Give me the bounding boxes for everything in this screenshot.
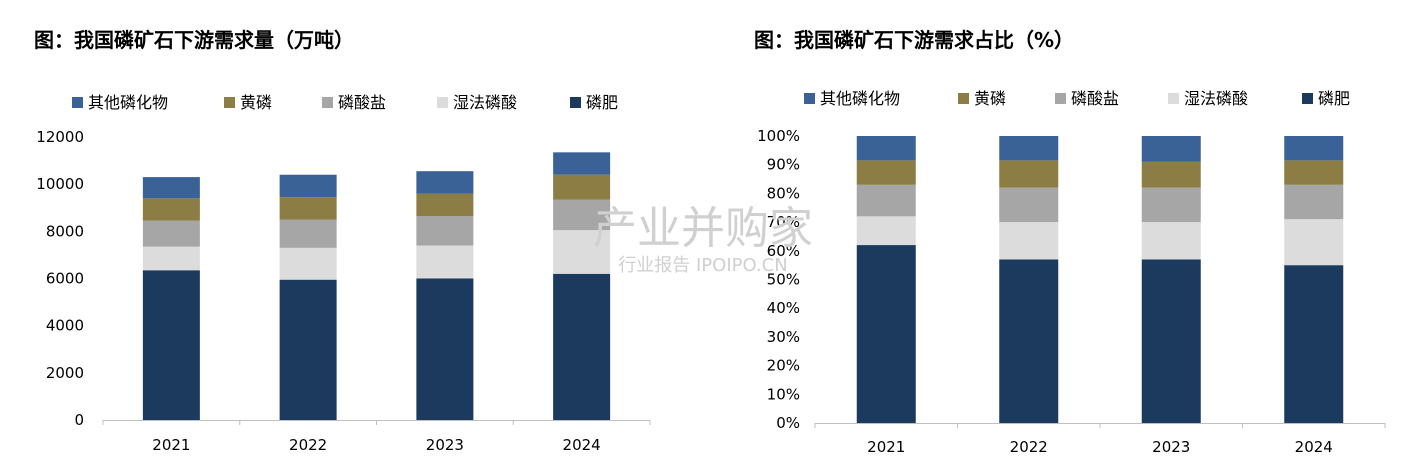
right-bar-2023-湿法磷酸 bbox=[1141, 222, 1201, 260]
right-x-tick-label: 2024 bbox=[1295, 438, 1333, 456]
left-bar-2024-黄磷 bbox=[553, 174, 611, 200]
right-y-tick-label: 80% bbox=[767, 184, 800, 202]
right-y-tick-label: 10% bbox=[767, 385, 800, 403]
right-legend-swatch-湿法磷酸 bbox=[1168, 93, 1179, 104]
left-legend-swatch-黄磷 bbox=[224, 97, 235, 108]
left-y-tick-label: 10000 bbox=[36, 175, 84, 193]
right-bar-2023-磷酸盐 bbox=[1141, 187, 1201, 223]
right-legend-swatch-磷酸盐 bbox=[1055, 93, 1066, 104]
left-bar-2022-磷肥 bbox=[279, 279, 337, 420]
left-y-tick-label: 0 bbox=[74, 411, 84, 429]
left-bar-2024-湿法磷酸 bbox=[553, 230, 611, 274]
right-bar-2024-其他磷化物 bbox=[1284, 136, 1344, 161]
right-legend-label: 黄磷 bbox=[974, 89, 1006, 108]
right-legend-label: 磷肥 bbox=[1318, 89, 1350, 108]
left-y-tick-label: 4000 bbox=[46, 317, 84, 335]
left-bar-2021-磷酸盐 bbox=[142, 220, 200, 247]
left-y-tick-label: 6000 bbox=[46, 270, 84, 288]
right-y-tick-label: 40% bbox=[767, 299, 800, 317]
left-y-tick-label: 8000 bbox=[46, 222, 84, 240]
left-x-tick-label: 2022 bbox=[289, 436, 327, 454]
left-x-tick-label: 2024 bbox=[563, 436, 601, 454]
right-legend-swatch-磷肥 bbox=[1302, 93, 1313, 104]
left-bar-2024-磷肥 bbox=[553, 273, 611, 420]
left-bar-2022-其他磷化物 bbox=[279, 174, 337, 198]
right-bar-2021-磷酸盐 bbox=[856, 184, 916, 217]
right-bar-2022-其他磷化物 bbox=[999, 136, 1059, 161]
left-chart-title: 图：我国磷矿石下游需求量（万吨） bbox=[34, 28, 354, 52]
left-bar-2021-湿法磷酸 bbox=[142, 246, 200, 271]
left-legend-swatch-磷肥 bbox=[570, 97, 581, 108]
left-legend-swatch-湿法磷酸 bbox=[437, 97, 448, 108]
right-x-tick-label: 2023 bbox=[1152, 438, 1190, 456]
right-y-tick-label: 70% bbox=[767, 213, 800, 231]
right-bar-2021-其他磷化物 bbox=[856, 136, 916, 161]
left-bar-2022-磷酸盐 bbox=[279, 219, 337, 248]
right-bar-2023-其他磷化物 bbox=[1141, 136, 1201, 162]
right-bar-2023-黄磷 bbox=[1141, 161, 1201, 188]
left-x-tick-label: 2023 bbox=[426, 436, 464, 454]
left-legend-label: 其他磷化物 bbox=[88, 93, 168, 112]
right-y-tick-label: 60% bbox=[767, 242, 800, 260]
right-bar-2024-磷肥 bbox=[1284, 265, 1344, 423]
right-bar-2023-磷肥 bbox=[1141, 259, 1201, 423]
left-x-tick-label: 2021 bbox=[152, 436, 190, 454]
right-legend-label: 湿法磷酸 bbox=[1184, 89, 1248, 108]
right-legend-swatch-黄磷 bbox=[958, 93, 969, 104]
right-y-tick-label: 100% bbox=[757, 127, 800, 145]
left-bar-2021-黄磷 bbox=[142, 198, 200, 221]
left-bar-2022-湿法磷酸 bbox=[279, 247, 337, 280]
right-bar-2022-黄磷 bbox=[999, 160, 1059, 188]
left-bar-2023-磷肥 bbox=[416, 278, 474, 420]
right-y-tick-label: 90% bbox=[767, 156, 800, 174]
left-bar-2021-其他磷化物 bbox=[142, 177, 200, 199]
left-bar-2024-其他磷化物 bbox=[553, 152, 611, 175]
right-x-tick-label: 2022 bbox=[1010, 438, 1048, 456]
right-y-tick-label: 0% bbox=[776, 414, 800, 432]
left-bar-2023-其他磷化物 bbox=[416, 171, 474, 194]
left-y-tick-label: 12000 bbox=[36, 128, 84, 146]
watermark-sub: 行业报告 IPOIPO.CN bbox=[618, 255, 787, 276]
right-legend-label: 磷酸盐 bbox=[1071, 89, 1119, 108]
left-legend-swatch-磷酸盐 bbox=[322, 97, 333, 108]
right-bar-2021-黄磷 bbox=[856, 160, 916, 185]
left-legend-label: 磷酸盐 bbox=[338, 93, 386, 112]
right-bar-2024-磷酸盐 bbox=[1284, 184, 1344, 220]
left-bar-2023-黄磷 bbox=[416, 193, 474, 217]
left-bar-2022-黄磷 bbox=[279, 197, 337, 220]
left-bar-2023-磷酸盐 bbox=[416, 216, 474, 246]
right-bar-2024-湿法磷酸 bbox=[1284, 219, 1344, 266]
right-bar-2022-磷酸盐 bbox=[999, 187, 1059, 223]
right-x-tick-label: 2021 bbox=[867, 438, 905, 456]
right-legend-label: 其他磷化物 bbox=[820, 89, 900, 108]
left-legend-label: 湿法磷酸 bbox=[453, 93, 517, 112]
right-legend-swatch-其他磷化物 bbox=[804, 93, 815, 104]
right-y-tick-label: 30% bbox=[767, 328, 800, 346]
right-y-tick-label: 50% bbox=[767, 271, 800, 289]
right-chart-title: 图：我国磷矿石下游需求占比（%） bbox=[754, 28, 1075, 52]
left-y-tick-label: 2000 bbox=[46, 364, 84, 382]
right-bar-2021-磷肥 bbox=[856, 245, 916, 423]
left-legend-label: 磷肥 bbox=[586, 93, 618, 112]
right-bar-2022-磷肥 bbox=[999, 259, 1059, 423]
left-legend-swatch-其他磷化物 bbox=[72, 97, 83, 108]
right-bar-2021-湿法磷酸 bbox=[856, 216, 916, 246]
left-bar-2024-磷酸盐 bbox=[553, 199, 611, 231]
right-y-tick-label: 20% bbox=[767, 357, 800, 375]
left-bar-2023-湿法磷酸 bbox=[416, 245, 474, 279]
right-bar-2022-湿法磷酸 bbox=[999, 222, 1059, 260]
watermark-main: 产业并购家 bbox=[593, 203, 813, 254]
right-bar-2024-黄磷 bbox=[1284, 160, 1344, 185]
left-bar-2021-磷肥 bbox=[142, 270, 200, 420]
left-legend-label: 黄磷 bbox=[240, 93, 272, 112]
